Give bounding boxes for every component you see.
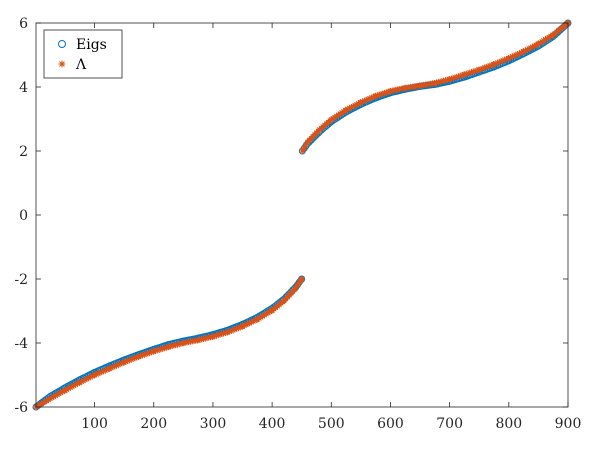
x-tick-label: 700 (436, 416, 463, 432)
x-tick-label: 400 (259, 416, 286, 432)
plot-area (36, 23, 568, 407)
y-tick-label: 2 (19, 144, 28, 160)
x-tick-label: 900 (555, 416, 582, 432)
legend-eigs-label: Eigs (76, 37, 107, 53)
y-tick-label: -4 (14, 336, 28, 352)
x-tick-label: 500 (318, 416, 345, 432)
x-tick-label: 200 (140, 416, 167, 432)
lambda-point (298, 275, 305, 283)
legend-lambda-marker (58, 60, 66, 68)
y-tick-label: -6 (14, 400, 28, 416)
legend-box (43, 29, 123, 79)
x-tick-label: 600 (377, 416, 404, 432)
y-tick-label: -2 (14, 272, 28, 288)
x-tick-label: 800 (495, 416, 522, 432)
x-tick-label: 300 (200, 416, 227, 432)
x-tick-label: 100 (81, 416, 108, 432)
y-tick-label: 0 (19, 208, 28, 224)
y-tick-label: 6 (19, 16, 28, 32)
y-tick-label: 4 (19, 80, 28, 96)
legend-eigs-marker (58, 40, 66, 48)
series-lambda (32, 19, 572, 411)
legend-lambda-label: Λ (75, 57, 87, 73)
